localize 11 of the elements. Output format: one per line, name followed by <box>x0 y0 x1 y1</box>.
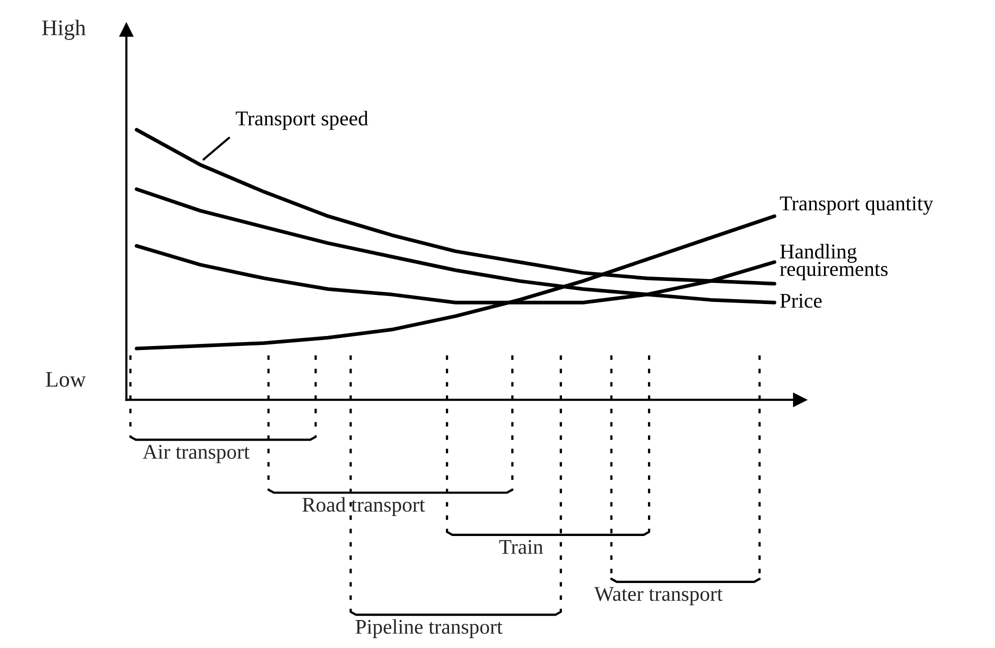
series-label: Price <box>780 294 822 308</box>
text: Road transport <box>302 497 425 516</box>
text: Water transport <box>594 587 723 606</box>
series-label: Handling requirements <box>780 244 888 280</box>
series-label: Transport quantity <box>780 196 934 215</box>
text: High <box>42 20 86 40</box>
text: Transport speed <box>236 110 368 130</box>
text: Air transport <box>142 444 250 464</box>
text: Pipeline transport <box>356 619 502 638</box>
text: Low <box>46 372 86 387</box>
text: Train <box>499 540 543 554</box>
